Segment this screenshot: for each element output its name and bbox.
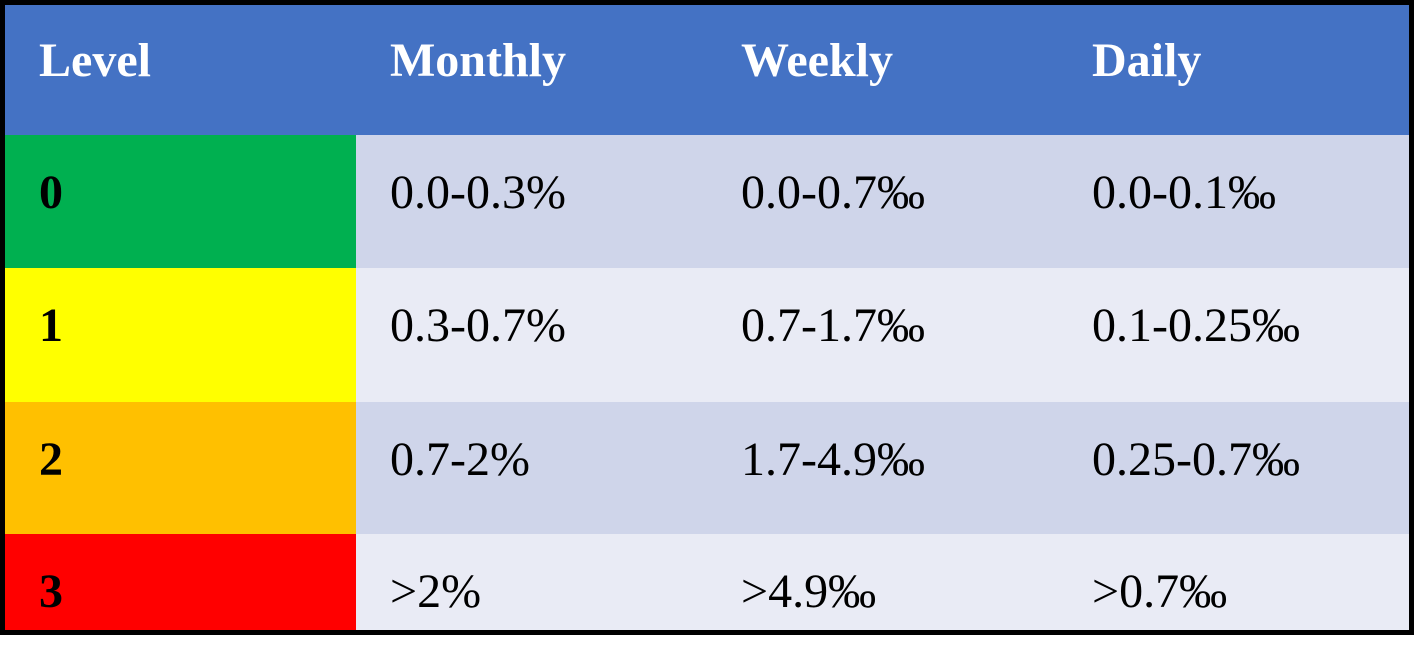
value-cell: 0.1-0.25‰ <box>1058 268 1409 402</box>
value-cell: >2% <box>356 534 707 630</box>
table-row: 1 0.3-0.7% 0.7-1.7‰ 0.1-0.25‰ <box>5 268 1409 402</box>
value-cell: 0.0-0.1‰ <box>1058 135 1409 268</box>
header-cell: Daily <box>1058 5 1409 135</box>
value-cell: 0.0-0.3% <box>356 135 707 268</box>
header-cell: Weekly <box>707 5 1058 135</box>
level-cell: 3 <box>5 534 356 630</box>
header-cell: Level <box>5 5 356 135</box>
level-cell: 0 <box>5 135 356 268</box>
value-cell: >0.7‰ <box>1058 534 1409 630</box>
header-row: Level Monthly Weekly Daily <box>5 5 1409 135</box>
value-cell: 0.3-0.7% <box>356 268 707 402</box>
table-row: 2 0.7-2% 1.7-4.9‰ 0.25-0.7‰ <box>5 402 1409 534</box>
header-cell: Monthly <box>356 5 707 135</box>
table: Level Monthly Weekly Daily 0 0.0-0.3% 0.0-0.7‰… <box>0 0 1414 635</box>
value-cell: 0.7-1.7‰ <box>707 268 1058 402</box>
table-row: 0 0.0-0.3% 0.0-0.7‰ 0.0-0.1‰ <box>5 135 1409 268</box>
value-cell: 1.7-4.9‰ <box>707 402 1058 534</box>
level-cell: 1 <box>5 268 356 402</box>
value-cell: 0.7-2% <box>356 402 707 534</box>
level-cell: 2 <box>5 402 356 534</box>
value-cell: >4.9‰ <box>707 534 1058 630</box>
value-cell: 0.25-0.7‰ <box>1058 402 1409 534</box>
value-cell: 0.0-0.7‰ <box>707 135 1058 268</box>
table-row: 3 >2% >4.9‰ >0.7‰ <box>5 534 1409 630</box>
